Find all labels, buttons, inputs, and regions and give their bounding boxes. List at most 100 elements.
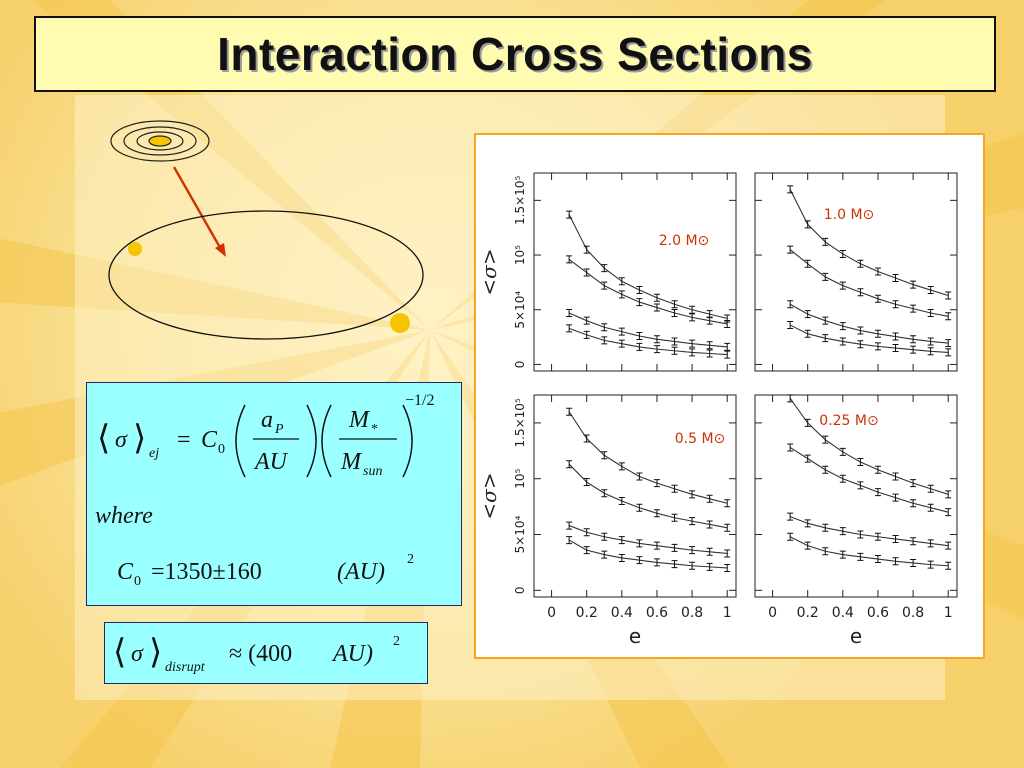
x-tick-label: 0.4 — [832, 605, 854, 621]
data-point — [839, 281, 846, 290]
data-point — [653, 479, 660, 488]
data-point — [618, 339, 625, 348]
data-point — [857, 259, 864, 268]
data-point — [671, 560, 678, 569]
a-symbol: a — [261, 407, 273, 433]
panel-frame — [754, 172, 958, 372]
data-point — [822, 334, 829, 343]
x-tick-label: 0.2 — [576, 605, 598, 621]
chart-panel-1: 0 5×10⁴ 10⁵ 1.5×10⁵ <σ> 2.0 M⊙ — [477, 172, 737, 372]
data-point — [804, 329, 811, 338]
data-point — [910, 499, 917, 508]
data-point — [636, 331, 643, 340]
data-point — [804, 541, 811, 550]
series-line-2 — [568, 463, 728, 529]
data-point — [892, 344, 899, 353]
data-point — [706, 316, 713, 325]
disrupt-subscript: disrupt — [165, 660, 206, 675]
paren-right-2 — [402, 404, 413, 478]
arrow-head-icon — [215, 243, 226, 257]
a-subscript: P — [274, 422, 284, 437]
data-point — [822, 465, 829, 474]
data-point — [601, 323, 608, 332]
data-point — [671, 337, 678, 346]
x-tick-label: 0.6 — [646, 605, 668, 621]
data-point — [892, 274, 899, 283]
data-point — [689, 490, 696, 499]
data-point — [857, 340, 864, 349]
au-symbol: AU — [253, 449, 289, 475]
data-point — [804, 454, 811, 463]
data-point — [927, 560, 934, 569]
y-tick-label: 1.5×10⁵ — [513, 176, 527, 225]
data-point — [804, 259, 811, 268]
c-label: C — [117, 559, 134, 585]
data-point — [787, 394, 794, 403]
y-tick-label: 10⁵ — [513, 245, 527, 265]
data-point — [566, 324, 573, 333]
data-point — [910, 345, 917, 354]
data-point — [857, 530, 864, 539]
c-zero-exponent: 2 — [407, 552, 414, 567]
data-point — [689, 517, 696, 526]
data-point — [583, 528, 590, 537]
paren-right-1 — [306, 404, 317, 478]
data-point — [601, 550, 608, 559]
data-point — [874, 267, 881, 276]
data-point — [583, 316, 590, 325]
zoomed-orbit-icon — [110, 120, 210, 162]
data-point — [636, 539, 643, 548]
data-point — [892, 557, 899, 566]
data-point — [892, 534, 899, 543]
series-line-1 — [568, 411, 728, 504]
y-axis-label: <σ> — [477, 248, 501, 295]
y-tick-label: 0 — [513, 361, 527, 369]
y-tick-label: 5×10⁴ — [513, 515, 527, 553]
x-tick-label: 0.6 — [867, 605, 889, 621]
x-tick-label: 0.4 — [611, 605, 633, 621]
chart-panel-2: 1.0 M⊙ — [754, 172, 958, 372]
c-label-subscript: 0 — [134, 574, 141, 589]
ejection-equation-box: ⟨ σ ⟩ ej = C 0 a P AU M * M sun −1/2 whe… — [86, 382, 462, 606]
data-point — [583, 330, 590, 339]
data-point — [583, 268, 590, 277]
series-line-2 — [568, 258, 728, 325]
panel-frame — [533, 394, 737, 598]
y-axis-label: <σ> — [477, 472, 501, 519]
data-point — [618, 497, 625, 506]
x-tick-label: 0 — [768, 605, 777, 621]
data-point — [857, 326, 864, 335]
data-point — [892, 493, 899, 502]
data-point — [874, 342, 881, 351]
series-line-3 — [568, 312, 728, 348]
x-axis-label: e — [850, 624, 862, 648]
data-point — [945, 312, 952, 321]
x-axis-label: e — [629, 624, 641, 648]
data-point — [857, 552, 864, 561]
zoom-arrow — [172, 166, 224, 252]
data-point — [601, 532, 608, 541]
data-point — [787, 245, 794, 254]
data-point — [804, 220, 811, 229]
data-point — [653, 541, 660, 550]
data-point — [706, 520, 713, 529]
series-line-4 — [789, 324, 949, 353]
data-point — [787, 321, 794, 330]
data-point — [724, 563, 731, 572]
data-point — [822, 316, 829, 325]
star-dot — [390, 313, 410, 333]
x-tick-label: 0.8 — [681, 605, 703, 621]
series-line-2 — [789, 249, 949, 317]
right-angle: ⟩ — [133, 420, 146, 457]
m-sun-symbol: M — [340, 449, 363, 475]
data-point — [874, 329, 881, 338]
series-line-3 — [568, 525, 728, 555]
data-point — [706, 562, 713, 571]
ejection-equation: ⟨ σ ⟩ ej = C 0 a P AU M * M sun −1/2 — [97, 392, 434, 479]
data-point — [910, 335, 917, 344]
data-point — [671, 513, 678, 522]
y-tick-label: 5×10⁴ — [513, 291, 527, 329]
data-point — [566, 210, 573, 219]
where-label: where — [95, 503, 153, 529]
data-point — [910, 537, 917, 546]
